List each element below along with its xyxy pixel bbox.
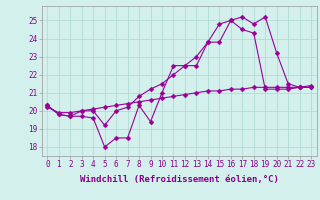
X-axis label: Windchill (Refroidissement éolien,°C): Windchill (Refroidissement éolien,°C) <box>80 175 279 184</box>
